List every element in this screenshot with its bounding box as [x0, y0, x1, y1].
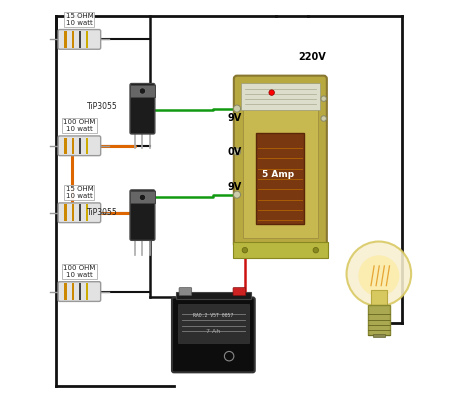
Circle shape — [139, 88, 146, 94]
Bar — [86, 204, 88, 221]
FancyBboxPatch shape — [233, 288, 246, 296]
Bar — [86, 283, 88, 300]
FancyBboxPatch shape — [172, 297, 255, 372]
Circle shape — [234, 148, 240, 155]
Bar — [79, 31, 81, 48]
Bar — [243, 85, 318, 238]
Bar — [72, 204, 74, 221]
Circle shape — [234, 105, 240, 112]
Circle shape — [269, 90, 274, 95]
Circle shape — [139, 194, 146, 201]
FancyBboxPatch shape — [58, 136, 100, 156]
Bar — [79, 204, 81, 221]
FancyBboxPatch shape — [130, 84, 155, 134]
Text: 100 OHM
10 watt: 100 OHM 10 watt — [63, 265, 96, 278]
Bar — [86, 138, 88, 154]
Circle shape — [242, 247, 247, 253]
Bar — [176, 292, 251, 299]
Circle shape — [358, 255, 399, 296]
Text: 100 OHM
10 watt: 100 OHM 10 watt — [63, 119, 96, 132]
Bar — [241, 83, 320, 110]
Bar — [64, 283, 67, 300]
FancyBboxPatch shape — [130, 190, 155, 240]
FancyBboxPatch shape — [179, 288, 191, 296]
Circle shape — [234, 191, 240, 198]
FancyBboxPatch shape — [58, 282, 100, 301]
Bar — [233, 242, 328, 258]
Bar — [64, 31, 67, 48]
Bar — [373, 334, 385, 337]
Bar — [86, 31, 88, 48]
Circle shape — [346, 242, 411, 306]
Bar — [256, 134, 304, 225]
Circle shape — [321, 116, 327, 121]
Bar — [79, 283, 81, 300]
Text: 5 Amp: 5 Amp — [262, 170, 294, 179]
FancyBboxPatch shape — [58, 30, 100, 49]
Bar — [72, 31, 74, 48]
Text: 220V: 220V — [298, 52, 326, 62]
Bar — [79, 138, 81, 154]
Text: 9V: 9V — [227, 113, 241, 123]
Circle shape — [313, 247, 319, 253]
Bar — [129, 191, 155, 203]
Bar — [368, 305, 390, 335]
Text: 15 OHM
10 watt: 15 OHM 10 watt — [65, 13, 93, 26]
Text: 15 OHM
10 watt: 15 OHM 10 watt — [65, 186, 93, 199]
Bar — [72, 283, 74, 300]
Bar — [72, 138, 74, 154]
Bar — [64, 204, 67, 221]
Text: 9V: 9V — [227, 182, 241, 192]
Text: TiP3055: TiP3055 — [87, 102, 118, 111]
Text: RAO.2 V5T 0057: RAO.2 V5T 0057 — [193, 312, 234, 318]
Bar — [178, 305, 249, 344]
Bar — [371, 290, 387, 305]
Text: TiP3055: TiP3055 — [87, 208, 118, 217]
Circle shape — [321, 96, 327, 101]
Bar — [129, 85, 155, 97]
FancyBboxPatch shape — [58, 203, 100, 223]
Text: 7 Ah: 7 Ah — [206, 329, 220, 334]
Bar — [64, 138, 67, 154]
Text: 0V: 0V — [227, 147, 241, 157]
FancyBboxPatch shape — [234, 76, 327, 247]
